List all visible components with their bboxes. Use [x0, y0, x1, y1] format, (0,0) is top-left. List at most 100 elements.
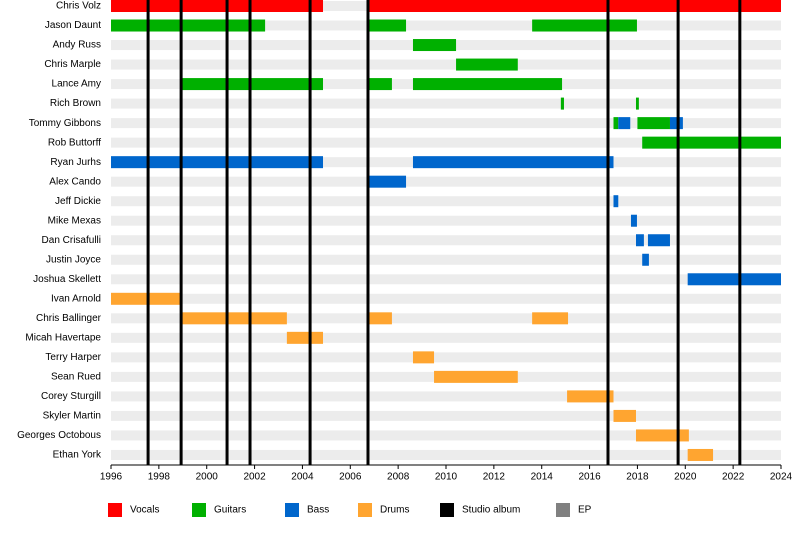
row-stripe	[111, 449, 781, 460]
bar	[560, 97, 564, 110]
x-tick-label: 2014	[531, 472, 554, 483]
x-tick-label: 2024	[770, 472, 793, 483]
bar	[647, 234, 670, 247]
y-tick-label: Chris Marple	[44, 59, 101, 70]
x-tick-label: 2020	[674, 472, 697, 483]
y-tick-label: Terry Harper	[45, 352, 101, 363]
bar	[613, 117, 619, 130]
x-tick-label: 1998	[148, 472, 171, 483]
row-stripe	[111, 176, 781, 187]
legend-swatch	[192, 503, 206, 517]
x-tick-label: 2006	[339, 472, 362, 483]
bar	[412, 156, 614, 169]
row-stripe	[111, 215, 781, 226]
x-tick-label: 2008	[387, 472, 410, 483]
bar	[456, 58, 518, 71]
row-stripe	[111, 235, 781, 246]
bar	[111, 19, 266, 32]
row-stripe	[111, 20, 781, 31]
x-tick-label: 2000	[196, 472, 219, 483]
legend-swatch	[556, 503, 570, 517]
bar	[111, 156, 324, 169]
y-tick-label: Skyler Martin	[43, 411, 101, 422]
bar	[367, 312, 392, 325]
y-tick-label: Andy Russ	[53, 40, 101, 51]
bar	[111, 0, 324, 12]
bar	[367, 0, 781, 12]
y-tick-label: Georges Octobous	[17, 430, 101, 441]
row-stripe	[111, 98, 781, 109]
y-tick-label: Sean Rued	[51, 372, 101, 383]
x-tick-label: 2002	[243, 472, 266, 483]
bar	[635, 429, 689, 442]
bar	[367, 78, 392, 91]
y-tick-label: Rob Buttorff	[48, 137, 101, 148]
bar	[434, 370, 518, 383]
row-stripe	[111, 332, 781, 343]
row-stripe	[111, 352, 781, 363]
bar	[182, 312, 287, 325]
x-tick-label: 2004	[291, 472, 314, 483]
y-tick-label: Tommy Gibbons	[29, 118, 101, 129]
y-tick-label: Lance Amy	[52, 79, 101, 90]
y-tick-label: Joshua Skellett	[33, 274, 101, 285]
row-stripe	[111, 293, 781, 304]
bar	[637, 117, 670, 130]
row-stripe	[111, 430, 781, 441]
row-stripe	[111, 254, 781, 265]
legend-label: Vocals	[130, 505, 159, 516]
x-tick-label: 2016	[578, 472, 601, 483]
x-tick-label: 2012	[483, 472, 506, 483]
y-tick-label: Jason Daunt	[45, 20, 101, 31]
bar	[111, 292, 182, 305]
x-tick-label: 2022	[722, 472, 745, 483]
legend-swatch	[358, 503, 372, 517]
bar	[642, 253, 649, 266]
bar	[567, 390, 614, 403]
x-tick-label: 2010	[435, 472, 458, 483]
y-tick-label: Ryan Jurhs	[50, 157, 101, 168]
bar	[532, 19, 637, 32]
bar	[613, 195, 619, 208]
bar	[642, 136, 781, 149]
bar	[687, 273, 781, 286]
bar	[613, 409, 636, 422]
y-tick-label: Dan Crisafulli	[42, 235, 101, 246]
bar	[687, 448, 714, 461]
legend-swatch	[440, 503, 454, 517]
bar	[412, 351, 435, 364]
bar	[367, 175, 407, 188]
legend-swatch	[285, 503, 299, 517]
row-stripe	[111, 196, 781, 207]
x-tick-label: 2018	[626, 472, 649, 483]
row-stripe	[111, 118, 781, 129]
y-tick-label: Jeff Dickie	[55, 196, 101, 207]
row-stripe	[111, 137, 781, 148]
bar	[367, 19, 407, 32]
row-stripe	[111, 59, 781, 70]
legend-swatch	[108, 503, 122, 517]
legend-label: Studio album	[462, 505, 520, 516]
legend-label: Bass	[307, 505, 329, 516]
bar	[286, 331, 324, 344]
bar	[182, 78, 324, 91]
y-tick-label: Ethan York	[53, 450, 102, 461]
y-tick-label: Chris Volz	[56, 1, 101, 12]
legend-label: EP	[578, 505, 592, 516]
y-tick-label: Justin Joyce	[46, 254, 101, 265]
x-tick-label: 1996	[100, 472, 123, 483]
y-tick-label: Micah Havertape	[25, 332, 101, 343]
bar	[635, 97, 639, 110]
bar	[635, 234, 644, 247]
row-stripe	[111, 391, 781, 402]
bar	[412, 39, 457, 52]
bar	[412, 78, 563, 91]
y-tick-label: Corey Sturgill	[41, 391, 101, 402]
bar	[618, 117, 631, 130]
bar	[532, 312, 569, 325]
row-stripe	[111, 410, 781, 421]
y-tick-label: Rich Brown	[50, 98, 101, 109]
y-tick-label: Ivan Arnold	[51, 293, 101, 304]
y-tick-label: Chris Ballinger	[36, 313, 102, 324]
